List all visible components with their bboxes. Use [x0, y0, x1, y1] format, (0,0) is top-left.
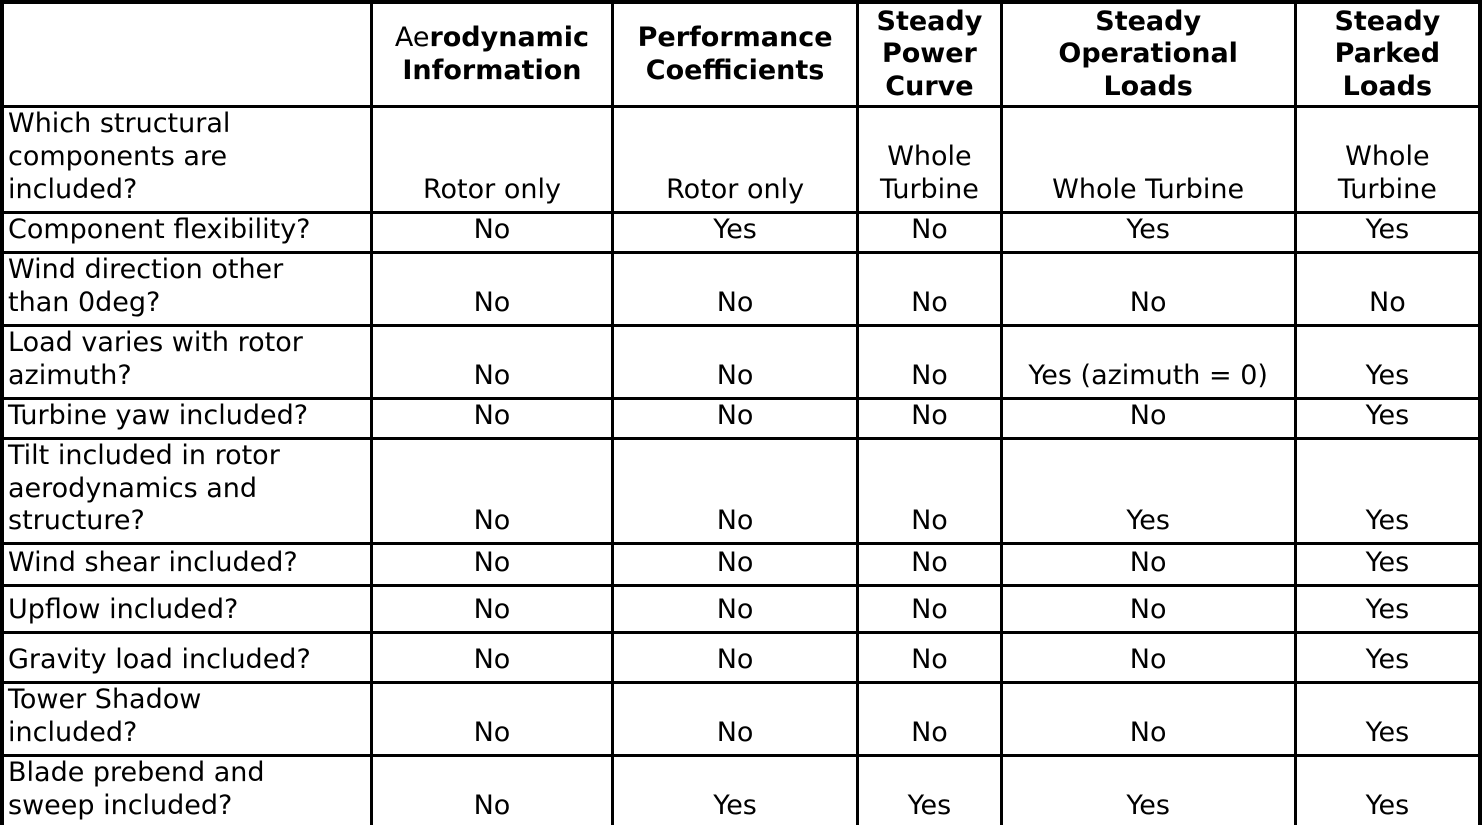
- row-label: Turbine yaw included?: [0, 396, 373, 440]
- table-cell: Yes: [1293, 631, 1482, 685]
- table-cell: No: [610, 542, 860, 588]
- table-cell: No: [610, 323, 860, 400]
- row-label: Component flexibility?: [0, 210, 373, 254]
- table-cell: Whole Turbine: [1293, 105, 1482, 214]
- row-label: Wind shear included?: [0, 542, 373, 588]
- table-cell: Yes: [1293, 584, 1482, 635]
- table-body: Which structural components are included…: [0, 105, 1482, 825]
- row-label: Tower Shadow included?: [0, 681, 373, 758]
- table-cell: No: [610, 396, 860, 440]
- table-cell: No: [856, 396, 1003, 440]
- table-cell: No: [370, 250, 614, 327]
- column-header: Steady Power Curve: [856, 0, 1003, 109]
- table-cell: Yes: [1293, 396, 1482, 440]
- table-cell: No: [610, 681, 860, 758]
- table-cell: No: [999, 584, 1297, 635]
- table-cell: Yes: [999, 754, 1297, 825]
- row-label: Blade prebend and sweep included?: [0, 754, 373, 825]
- table-cell: Yes: [999, 210, 1297, 254]
- column-header: Performance Coefficients: [610, 0, 860, 109]
- table-cell: Yes: [610, 754, 860, 825]
- row-label: Upflow included?: [0, 584, 373, 635]
- table-cell: No: [856, 631, 1003, 685]
- table-cell: No: [610, 436, 860, 546]
- table-cell: Whole Turbine: [999, 105, 1297, 214]
- column-header-regular-prefix: Ae: [394, 22, 430, 54]
- table-cell: No: [856, 250, 1003, 327]
- table-row: Blade prebend and sweep included? No Yes Ye…: [0, 754, 1482, 825]
- table-cell: No: [999, 542, 1297, 588]
- table-cell: No: [370, 681, 614, 758]
- table-row: Component flexibility? No Yes No Yes Yes: [0, 210, 1482, 254]
- table-cell: Yes: [856, 754, 1003, 825]
- table-cell: No: [610, 631, 860, 685]
- table-cell: No: [999, 681, 1297, 758]
- column-header: Aerodynamic Information: [370, 0, 614, 109]
- table-cell: No: [610, 584, 860, 635]
- table-cell: Rotor only: [370, 105, 614, 214]
- table-row: Tower Shadow included? No No No No Yes: [0, 681, 1482, 758]
- table-row: Wind shear included? No No No No Yes: [0, 542, 1482, 588]
- table-cell: Yes: [1293, 210, 1482, 254]
- table-cell: No: [856, 436, 1003, 546]
- header-row: Aerodynamic Information Performance Coeff…: [0, 0, 1482, 109]
- row-label: Wind direction other than 0deg?: [0, 250, 373, 327]
- table-cell: Rotor only: [610, 105, 860, 214]
- table-cell: Yes: [610, 210, 860, 254]
- table-cell: No: [370, 542, 614, 588]
- table-cell: No: [856, 323, 1003, 400]
- table-cell: No: [856, 584, 1003, 635]
- row-label: Load varies with rotor azimuth?: [0, 323, 373, 400]
- table-cell: No: [856, 681, 1003, 758]
- table-cell: No: [856, 542, 1003, 588]
- table-cell: No: [370, 396, 614, 440]
- table-cell: No: [370, 631, 614, 685]
- column-header: Steady Parked Loads: [1293, 0, 1482, 109]
- row-label: Tilt included in rotor aerodynamics and …: [0, 436, 373, 546]
- corner-cell: [0, 0, 373, 109]
- table-row: Load varies with rotor azimuth? No No No Yes…: [0, 323, 1482, 400]
- table-cell: Yes: [1293, 323, 1482, 400]
- column-header: Steady Operational Loads: [999, 0, 1297, 109]
- table-cell: No: [1293, 250, 1482, 327]
- table-cell: Whole Turbine: [856, 105, 1003, 214]
- table-cell: No: [370, 584, 614, 635]
- table-cell: Yes (azimuth = 0): [999, 323, 1297, 400]
- table-cell: Yes: [1293, 542, 1482, 588]
- table-cell: Yes: [1293, 681, 1482, 758]
- column-header-label: rodynamic Information: [402, 22, 590, 86]
- table-row: Which structural components are included…: [0, 105, 1482, 214]
- table-cell: No: [370, 754, 614, 825]
- row-label: Gravity load included?: [0, 631, 373, 685]
- table-cell: No: [999, 631, 1297, 685]
- table-cell: No: [370, 210, 614, 254]
- table-cell: Yes: [1293, 754, 1482, 825]
- table-row: Upflow included? No No No No Yes: [0, 584, 1482, 635]
- table-cell: No: [610, 250, 860, 327]
- table-row: Gravity load included? No No No No Yes: [0, 631, 1482, 685]
- table-cell: No: [999, 250, 1297, 327]
- table-row: Tilt included in rotor aerodynamics and …: [0, 436, 1482, 546]
- table-cell: No: [370, 323, 614, 400]
- table-cell: No: [370, 436, 614, 546]
- row-label: Which structural components are included…: [0, 105, 373, 214]
- table-cell: No: [856, 210, 1003, 254]
- table-row: Turbine yaw included? No No No No Yes: [0, 396, 1482, 440]
- table-cell: Yes: [999, 436, 1297, 546]
- table-row: Wind direction other than 0deg? No No No No N…: [0, 250, 1482, 327]
- table-cell: No: [999, 396, 1297, 440]
- table-cell: Yes: [1293, 436, 1482, 546]
